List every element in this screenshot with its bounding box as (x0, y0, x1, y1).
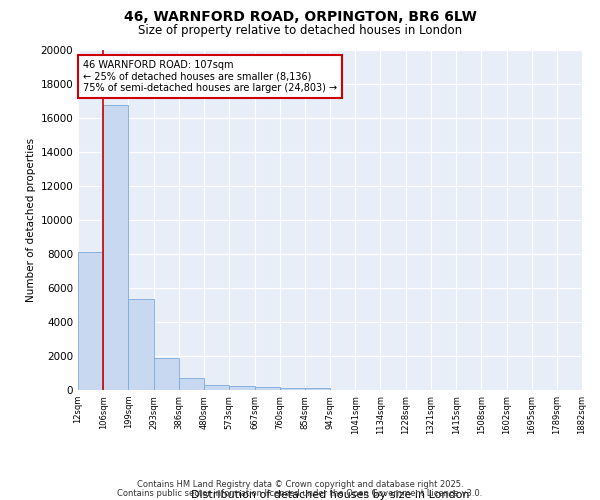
Y-axis label: Number of detached properties: Number of detached properties (26, 138, 36, 302)
Bar (204, 384, 229, 390)
Bar (254, 388, 280, 390)
Bar (78, 252, 103, 390)
X-axis label: Distribution of detached houses by size in London: Distribution of detached houses by size … (191, 490, 469, 500)
Bar (280, 388, 305, 390)
Bar (103, 106, 128, 390)
Bar (229, 386, 254, 390)
Bar (154, 358, 179, 390)
Text: 46, WARNFORD ROAD, ORPINGTON, BR6 6LW: 46, WARNFORD ROAD, ORPINGTON, BR6 6LW (124, 10, 476, 24)
Text: 46 WARNFORD ROAD: 107sqm
← 25% of detached houses are smaller (8,136)
75% of sem: 46 WARNFORD ROAD: 107sqm ← 25% of detach… (83, 60, 337, 94)
Bar (179, 378, 204, 390)
Text: Size of property relative to detached houses in London: Size of property relative to detached ho… (138, 24, 462, 37)
Text: Contains HM Land Registry data © Crown copyright and database right 2025.: Contains HM Land Registry data © Crown c… (137, 480, 463, 489)
Bar (305, 388, 330, 390)
Bar (128, 298, 154, 390)
Text: Contains public sector information licensed under the Open Government Licence v3: Contains public sector information licen… (118, 488, 482, 498)
